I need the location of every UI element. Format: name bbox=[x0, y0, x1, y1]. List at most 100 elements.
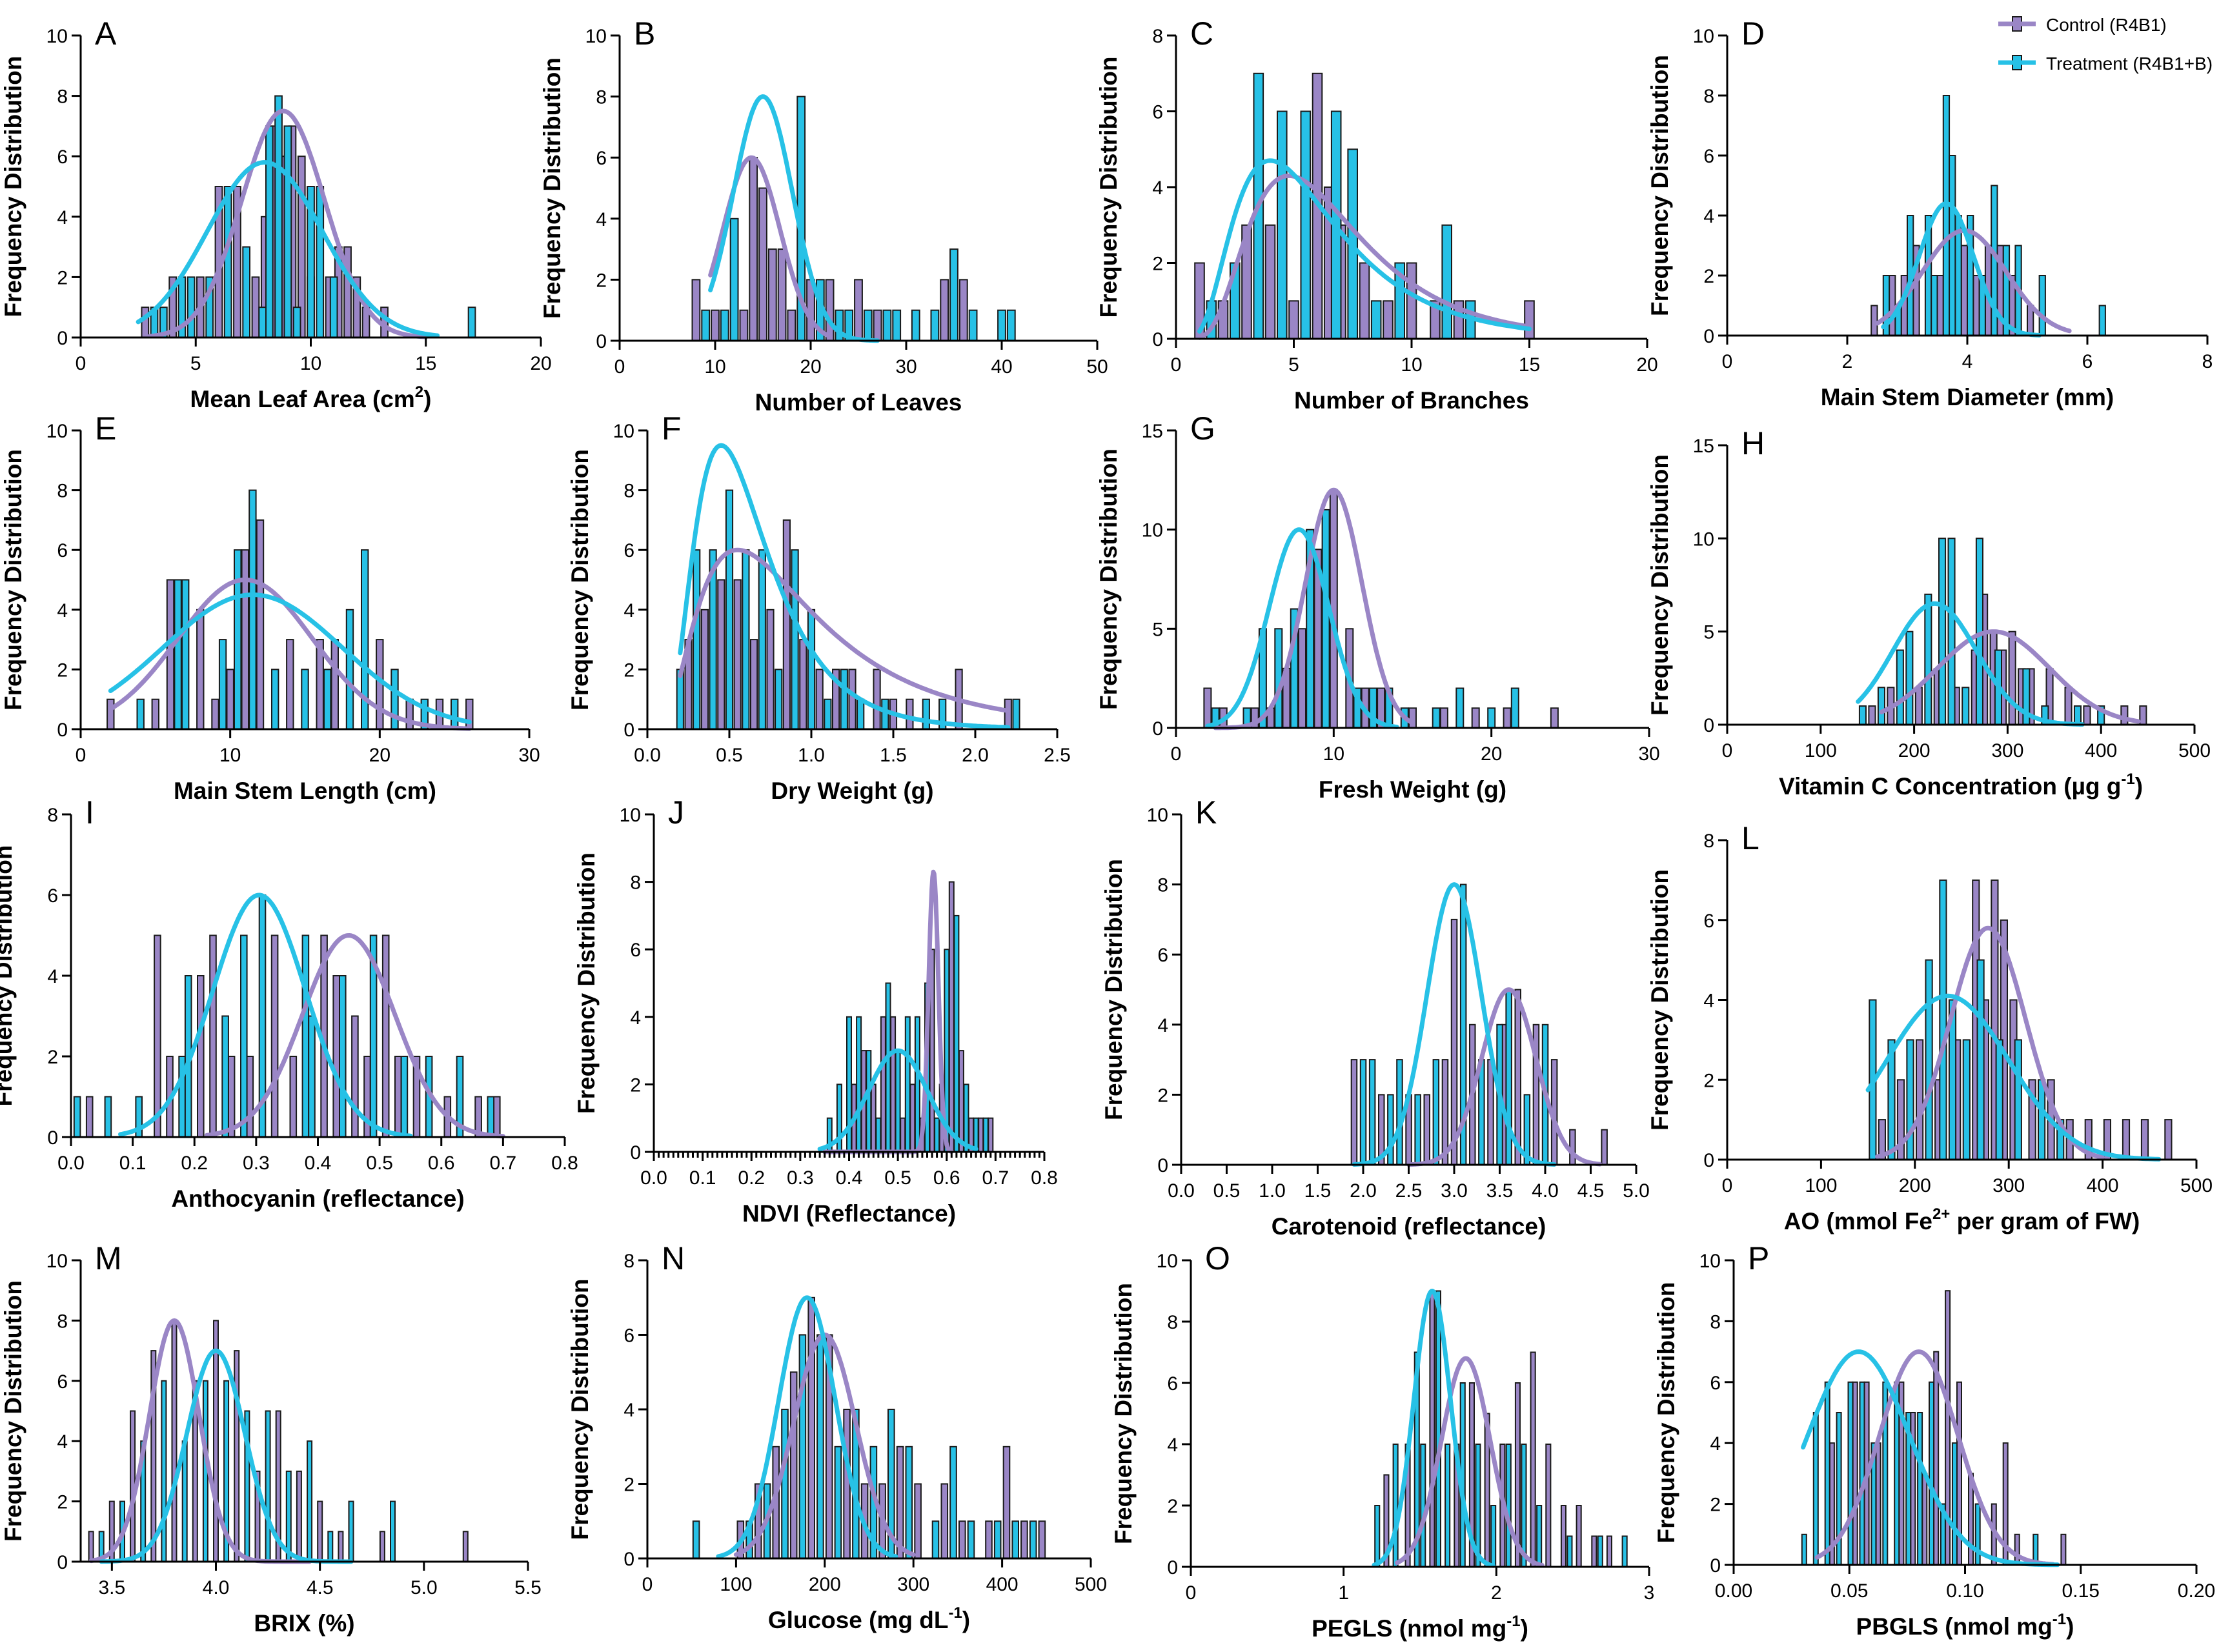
fit-curve-o-control bbox=[1395, 1356, 1545, 1568]
y-tick-label-b-3: 6 bbox=[596, 148, 607, 169]
bar-p-treatment-0 bbox=[1801, 1533, 1807, 1566]
bar-m-treatment-13 bbox=[390, 1500, 396, 1563]
x-axis-label-o: PEGLS (nmol mg-1) bbox=[1312, 1613, 1528, 1642]
bar-c-treatment-4 bbox=[1300, 110, 1312, 339]
fit-curve-k-control bbox=[1406, 987, 1603, 1167]
fit-curve-l-treatment bbox=[1865, 993, 2162, 1162]
fit-curve-a-treatment bbox=[136, 160, 440, 338]
y-tick-label-b-1: 2 bbox=[596, 270, 607, 291]
legend-label-treatment: Treatment (R4B1+B) bbox=[2046, 54, 2213, 74]
bar-o-treatment-1 bbox=[1392, 1444, 1399, 1567]
y-tick-label-o-2: 4 bbox=[1167, 1435, 1178, 1456]
bar-e-control-0 bbox=[106, 698, 115, 730]
bar-h-control-2 bbox=[1914, 687, 1923, 726]
bar-e-treatment-9 bbox=[345, 609, 354, 730]
fit-curve-o-treatment bbox=[1372, 1289, 1496, 1568]
x-tick-label-d-3: 6 bbox=[2082, 351, 2093, 372]
bar-o-treatment-5 bbox=[1444, 1444, 1451, 1567]
bar-d-treatment-6 bbox=[1949, 155, 1956, 336]
y-tick-label-h-0: 0 bbox=[1703, 715, 1714, 736]
fit-curve-k-treatment bbox=[1352, 882, 1557, 1167]
y-axis-label-o: Frequency Distribution bbox=[1110, 1283, 1137, 1544]
x-tick-label-k-3: 1.5 bbox=[1304, 1180, 1332, 1202]
bar-h-treatment-12 bbox=[2073, 705, 2082, 725]
y-tick-label-a-1: 2 bbox=[57, 267, 68, 288]
y-tick-label-a-4: 8 bbox=[57, 86, 68, 108]
bar-b-control-10 bbox=[854, 279, 863, 341]
bar-c-control-13 bbox=[1524, 300, 1535, 340]
bar-a-control-0 bbox=[141, 307, 150, 339]
y-tick-label-k-1: 2 bbox=[1157, 1085, 1168, 1106]
bar-g-control-0 bbox=[1203, 687, 1212, 729]
x-tick-label-j-6: 0.6 bbox=[933, 1167, 960, 1189]
bar-b-control-13 bbox=[958, 279, 968, 341]
panel-letter-i: I bbox=[85, 794, 94, 831]
x-axis-label-k: Carotenoid (reflectance) bbox=[1272, 1213, 1546, 1240]
axes-m bbox=[79, 1260, 528, 1563]
bar-i-control-8 bbox=[289, 1056, 298, 1138]
x-tick-label-a-2: 10 bbox=[300, 353, 321, 374]
bar-a-control-5 bbox=[251, 276, 260, 338]
bar-f-control-6 bbox=[782, 519, 791, 730]
y-tick-label-d-2: 4 bbox=[1703, 206, 1714, 227]
x-axis-label-i: Anthocyanin (reflectance) bbox=[171, 1185, 464, 1212]
x-tick-label-j-4: 0.4 bbox=[836, 1167, 863, 1189]
bar-b-control-1 bbox=[711, 309, 720, 342]
bar-f-control-2 bbox=[717, 579, 725, 730]
bar-n-treatment-10 bbox=[905, 1446, 913, 1560]
bar-b-treatment-13 bbox=[968, 309, 978, 342]
fit-curve-e-control bbox=[108, 578, 472, 731]
y-tick-label-f-1: 2 bbox=[623, 660, 634, 681]
bar-b-treatment-0 bbox=[701, 309, 711, 342]
bar-a-treatment-10 bbox=[283, 125, 292, 338]
fit-curve-h-treatment bbox=[1856, 601, 2085, 727]
y-tick-label-i-3: 6 bbox=[47, 885, 58, 907]
bar-a-treatment-11 bbox=[292, 307, 301, 339]
bar-d-treatment-5 bbox=[1942, 95, 1951, 336]
x-axis-label-g: Fresh Weight (g) bbox=[1319, 776, 1506, 803]
x-tick-label-h-5: 500 bbox=[2178, 740, 2211, 761]
y-tick-label-m-2: 4 bbox=[57, 1431, 68, 1453]
x-tick-label-k-4: 2.0 bbox=[1350, 1180, 1377, 1202]
bar-p-treatment-5 bbox=[1859, 1381, 1865, 1566]
panel-l: 0 100 200 300 400 500 0 2 4 6 8 AO (mmol Fe2+ per g… bbox=[1647, 820, 2213, 1234]
y-tick-label-e-5: 10 bbox=[46, 421, 68, 442]
x-axis-label-b: Number of Leaves bbox=[755, 389, 962, 416]
bar-i-treatment-12 bbox=[400, 1056, 409, 1138]
x-axis-label-e: Main Stem Length (cm) bbox=[174, 778, 436, 804]
bar-f-treatment-6 bbox=[775, 669, 783, 730]
bar-c-treatment-3 bbox=[1277, 110, 1288, 339]
x-tick-label-p-0: 0.00 bbox=[1715, 1580, 1752, 1602]
bar-b-treatment-11 bbox=[930, 309, 940, 342]
y-tick-label-c-4: 8 bbox=[1152, 26, 1163, 47]
panel-letter-e: E bbox=[95, 410, 116, 447]
x-tick-label-l-5: 500 bbox=[2180, 1175, 2213, 1196]
y-tick-label-f-2: 4 bbox=[623, 600, 634, 621]
x-tick-label-n-0: 0 bbox=[642, 1574, 653, 1595]
y-tick-label-j-1: 2 bbox=[630, 1074, 641, 1096]
bar-l-control-2 bbox=[1916, 1039, 1924, 1161]
fit-curve-p-treatment bbox=[1801, 1349, 2060, 1567]
bar-f-control-1 bbox=[700, 609, 709, 730]
bar-m-control-12 bbox=[338, 1531, 344, 1563]
bar-e-control-3 bbox=[196, 609, 205, 730]
bar-f-treatment-5 bbox=[758, 549, 766, 730]
bar-m-control-13 bbox=[379, 1531, 385, 1563]
fit-curve-c-treatment bbox=[1197, 158, 1532, 334]
x-tick-label-k-1: 0.5 bbox=[1213, 1180, 1241, 1202]
panel-k: 0.0 0.5 1.0 1.5 2.0 2.5 3.0 3.5 4.0 4.5 5.0 0 2 4 6 8 10… bbox=[1100, 794, 1650, 1240]
x-tick-label-m-4: 5.5 bbox=[514, 1577, 542, 1598]
y-tick-label-a-0: 0 bbox=[57, 328, 68, 349]
x-tick-label-i-0: 0.0 bbox=[57, 1153, 85, 1174]
bar-d-control-0 bbox=[1870, 305, 1878, 336]
bar-f-treatment-12 bbox=[881, 698, 889, 730]
bar-m-control-10 bbox=[296, 1470, 302, 1562]
bar-g-treatment-3 bbox=[1274, 628, 1283, 729]
x-tick-label-i-1: 0.1 bbox=[119, 1153, 147, 1174]
bar-n-treatment-13 bbox=[967, 1520, 975, 1560]
y-tick-label-a-3: 6 bbox=[57, 146, 68, 168]
x-tick-label-n-2: 200 bbox=[809, 1574, 841, 1595]
bar-i-control-3 bbox=[197, 975, 205, 1138]
bar-f-treatment-1 bbox=[693, 549, 701, 730]
bar-n-control-12 bbox=[958, 1520, 966, 1560]
